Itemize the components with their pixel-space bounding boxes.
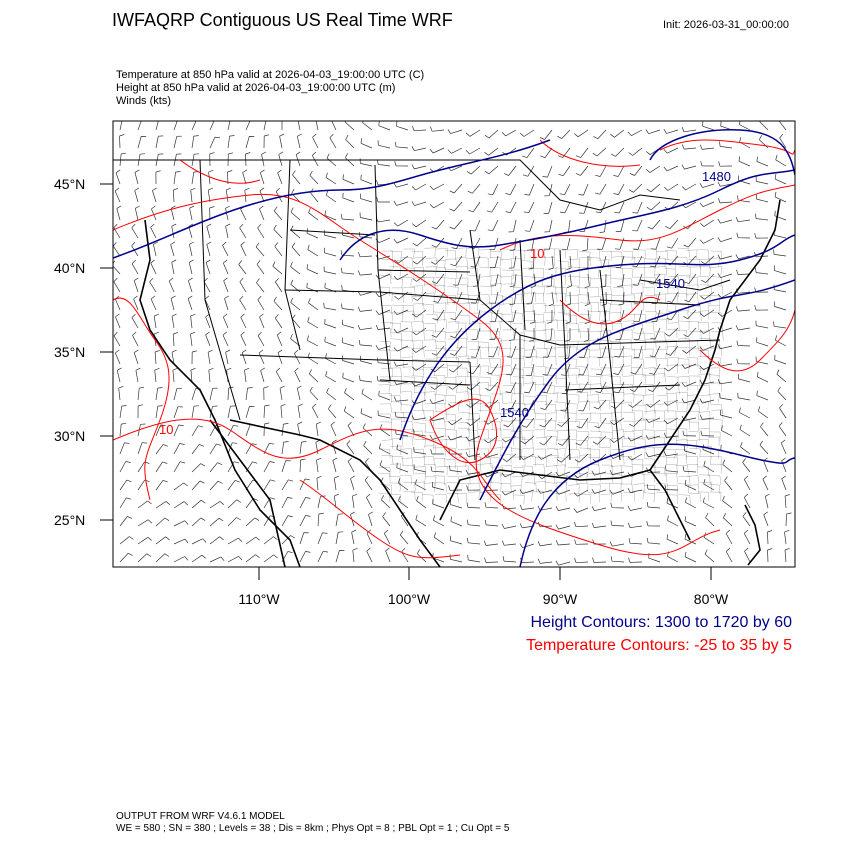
wind-barb-field	[113, 121, 792, 566]
footer-settings: WE = 580 ; SN = 380 ; Levels = 38 ; Dis …	[116, 823, 510, 834]
coastline	[139, 199, 781, 567]
legend-height-contours: Height Contours: 1300 to 1720 by 60	[530, 614, 792, 631]
lat-label-35: 35°N	[54, 344, 85, 360]
lon-label-100: 100°W	[388, 591, 431, 607]
field-height-label: Height at 850 hPa valid at 2026-04-03_19…	[116, 82, 396, 94]
map-frame	[112, 120, 796, 568]
lon-label-80: 80°W	[694, 591, 729, 607]
longitude-ticks	[258, 567, 712, 580]
lon-label-110: 110°W	[238, 591, 280, 607]
height-contour-label: 1540	[656, 276, 685, 291]
lat-label-40: 40°N	[54, 260, 85, 276]
init-time: Init: 2026-03-31_00:00:00	[663, 19, 789, 31]
legend-temperature-contours: Temperature Contours: -25 to 35 by 5	[526, 637, 792, 654]
lon-label-90: 90°W	[543, 591, 578, 607]
field-winds-label: Winds (kts)	[116, 95, 171, 107]
temp-contour-label: 10	[530, 246, 544, 261]
lat-label-45: 45°N	[54, 176, 85, 192]
height-contours	[113, 129, 795, 567]
plot-title: IWFAQRP Contiguous US Real Time WRF	[112, 10, 453, 30]
lat-label-25: 25°N	[54, 512, 85, 528]
temp-contour-label: 10	[159, 422, 173, 437]
wind-barbs	[113, 121, 792, 566]
lat-label-30: 30°N	[54, 428, 85, 444]
footer-model: OUTPUT FROM WRF V4.6.1 MODEL	[116, 811, 285, 822]
latitude-ticks	[100, 183, 113, 521]
height-contour-label: 1480	[702, 169, 731, 184]
field-temperature-label: Temperature at 850 hPa valid at 2026-04-…	[116, 69, 425, 81]
height-contour-label: 1540	[500, 405, 529, 420]
state-borders	[113, 159, 731, 461]
